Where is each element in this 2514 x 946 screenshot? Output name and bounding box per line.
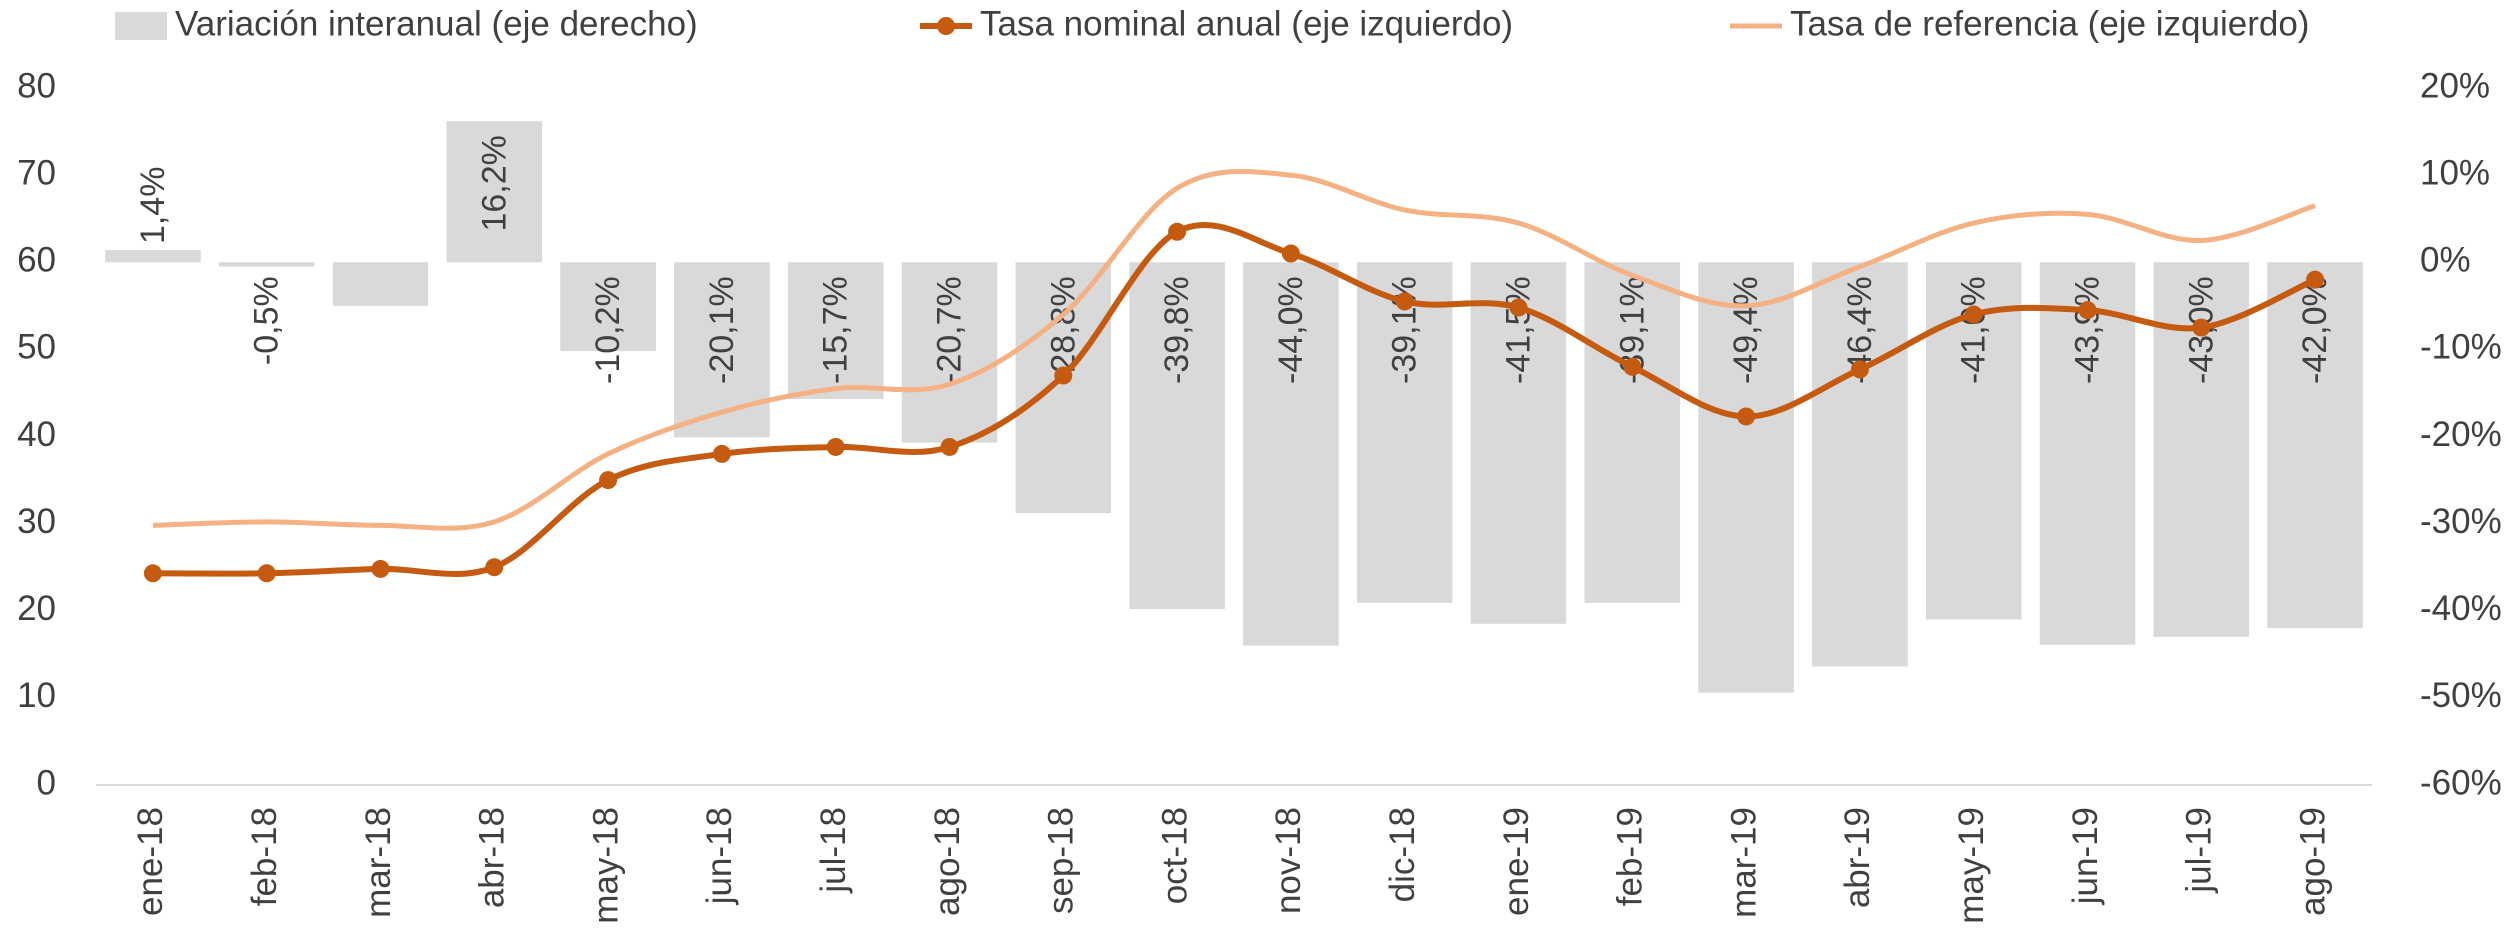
marker	[826, 437, 845, 456]
legend-label: Tasa nominal anual (eje izquierdo)	[980, 4, 1513, 43]
y-tick-label: 0	[37, 763, 56, 802]
bar	[2267, 262, 2363, 629]
y-tick-label: 20	[17, 589, 56, 628]
x-tick-label: abr-19	[1838, 807, 1877, 908]
x-tick-label: mar-19	[1724, 807, 1763, 918]
y-tick-label: 80	[17, 66, 56, 105]
x-tick-label: may-18	[586, 807, 625, 924]
marker	[257, 564, 276, 583]
marker	[1168, 222, 1187, 241]
marker	[1395, 292, 1414, 311]
y-tick-label: 10	[17, 676, 56, 715]
bar	[446, 121, 543, 263]
marker	[940, 437, 959, 456]
x-tick-label: abr-18	[473, 807, 512, 908]
x-tick-label: dic-18	[1383, 807, 1422, 902]
bar	[1698, 262, 1794, 693]
bar	[1812, 262, 1908, 667]
marker	[599, 471, 618, 490]
y-tick-label: 50	[17, 328, 56, 367]
legend-swatch	[115, 12, 167, 40]
bar	[787, 262, 884, 400]
y-tick-label: 40	[17, 415, 56, 454]
marker	[1281, 244, 1300, 263]
y2-tick-label: 0%	[2420, 241, 2471, 280]
marker	[1964, 305, 1983, 324]
x-tick-label: jul-19	[2180, 807, 2219, 894]
data-label: -0,5%	[248, 276, 286, 365]
data-label: 16,2%	[475, 135, 513, 231]
bar	[105, 250, 201, 263]
bar	[1243, 262, 1339, 646]
marker	[2192, 318, 2211, 337]
bar	[1356, 262, 1453, 603]
x-tick-label: jun-18	[700, 807, 739, 905]
data-label: -42,0%	[2296, 276, 2334, 384]
bar	[901, 262, 998, 443]
bar	[1584, 262, 1681, 603]
y2-tick-label: -40%	[2420, 589, 2502, 628]
x-tick-label: oct-18	[1155, 807, 1194, 904]
marker	[1623, 357, 1642, 376]
y2-tick-label: -10%	[2420, 328, 2502, 367]
data-label: -49,4%	[1727, 276, 1765, 384]
marker	[371, 559, 390, 578]
x-tick-label: may-19	[1952, 807, 1991, 924]
marker	[143, 564, 162, 583]
data-label: -39,1%	[1386, 276, 1424, 384]
marker	[485, 558, 504, 577]
x-tick-label: ago-19	[2293, 807, 2332, 916]
marker	[1054, 366, 1073, 385]
y-tick-label: 30	[17, 502, 56, 541]
y2-tick-label: -50%	[2420, 676, 2502, 715]
line	[152, 221, 2317, 577]
y2-tick-label: -30%	[2420, 502, 2502, 541]
y-tick-label: 60	[17, 241, 56, 280]
x-tick-label: feb-18	[245, 807, 284, 906]
marker	[2306, 270, 2325, 289]
marker	[1850, 360, 1869, 379]
data-label: -44,0%	[1272, 276, 1310, 384]
x-tick-label: nov-18	[1269, 807, 1308, 914]
marker	[1737, 407, 1756, 426]
data-label: -15,7%	[817, 276, 855, 384]
data-label: -10,2%	[589, 276, 627, 384]
y2-tick-label: 20%	[2420, 66, 2490, 105]
x-tick-label: feb-19	[1611, 807, 1650, 906]
legend-label: Variación interanual (eje derecho)	[175, 4, 698, 43]
data-label: -20,1%	[703, 276, 741, 384]
bar	[674, 262, 770, 438]
x-tick-label: ago-18	[928, 807, 967, 916]
marker	[1509, 298, 1528, 317]
data-label: -41,5%	[1499, 276, 1537, 384]
data-label: -20,7%	[930, 276, 968, 384]
y-tick-label: 70	[17, 153, 56, 192]
data-label: -41,0%	[1955, 276, 1993, 384]
bar	[1015, 262, 1112, 514]
x-tick-label: ene-19	[1497, 807, 1536, 916]
marker	[712, 444, 731, 463]
y2-tick-label: -60%	[2420, 763, 2502, 802]
marker	[2078, 301, 2097, 320]
data-label: 1,4%	[134, 167, 172, 245]
bar	[560, 262, 656, 352]
data-label: -39,8%	[1158, 276, 1196, 384]
bar	[1129, 262, 1225, 610]
x-tick-label: jul-18	[814, 807, 853, 894]
y2-tick-label: 10%	[2420, 153, 2490, 192]
x-tick-label: mar-18	[359, 807, 398, 918]
x-tick-label: sep-18	[1042, 807, 1081, 914]
x-tick-label: ene-18	[131, 807, 170, 916]
y2-tick-label: -20%	[2420, 415, 2502, 454]
bar	[332, 262, 429, 306]
line	[152, 168, 2316, 531]
data-label: -43,9%	[2068, 276, 2106, 384]
bar	[218, 262, 315, 267]
legend-label: Tasa de referencia (eje izquierdo)	[1790, 4, 2309, 43]
bar	[2039, 262, 2136, 645]
legend-marker	[937, 17, 955, 35]
x-tick-label: jun-19	[2066, 807, 2105, 905]
